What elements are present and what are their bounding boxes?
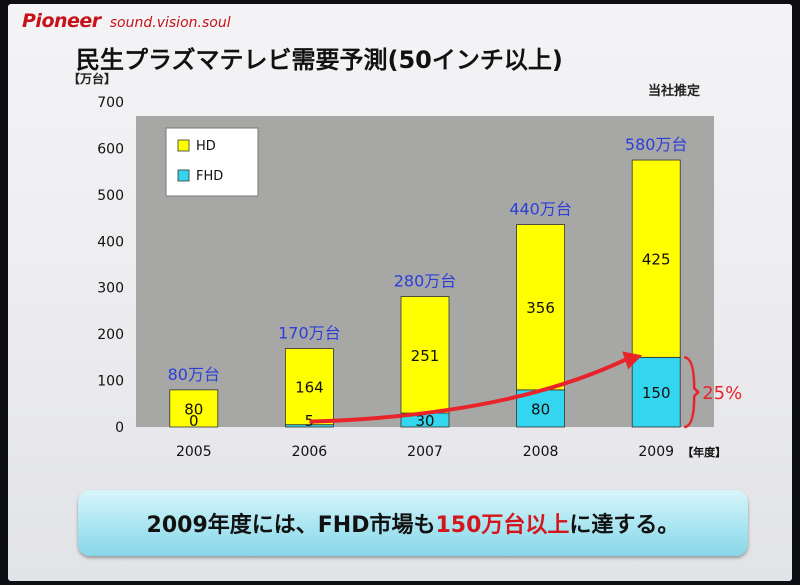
banner-highlight: 150万台以上: [435, 513, 570, 538]
brand-tagline: sound.vision.soul: [109, 15, 231, 31]
legend-swatch-fhd: [177, 169, 190, 182]
bar-hd: [284, 348, 334, 426]
y-tick-label: 700: [97, 95, 124, 111]
share-bracket: [683, 356, 700, 429]
y-tick-label: 0: [115, 420, 124, 436]
x-tick-label: 2007: [407, 444, 443, 460]
hd-value-label: 356: [526, 299, 555, 317]
stacked-bar-chart: 010020030040050060070080080万台20051645170…: [97, 95, 742, 460]
bar-hd: [516, 224, 566, 391]
y-axis-unit: 【万台】: [68, 72, 117, 86]
hd-value-label: 80: [184, 400, 203, 418]
x-tick-label: 2005: [176, 444, 212, 460]
y-tick-label: 400: [97, 234, 124, 250]
growth-arrow: [309, 357, 628, 424]
fhd-value-label: 150: [642, 384, 671, 402]
banner-prefix: 2009年度には、FHD市場も: [146, 513, 436, 538]
total-label: 440万台: [509, 200, 572, 219]
total-label: 580万台: [625, 135, 688, 154]
total-label: 80万台: [168, 365, 220, 384]
brand-name: Pioneer: [22, 10, 101, 32]
total-label: 280万台: [394, 272, 457, 291]
legend-box: [165, 127, 259, 197]
y-tick-label: 100: [97, 374, 124, 390]
y-tick-label: 500: [97, 188, 124, 204]
x-tick-label: 2006: [292, 444, 328, 460]
y-tick-label: 300: [97, 281, 124, 297]
fhd-value-label: 80: [531, 400, 550, 418]
y-tick-label: 600: [97, 141, 124, 157]
bar-hd: [169, 389, 219, 428]
fhd-value-label: 30: [415, 412, 434, 430]
estimate-note: 当社推定: [648, 84, 701, 99]
legend-label-fhd: FHD: [196, 169, 223, 184]
y-tick-label: 200: [97, 327, 124, 343]
bar-hd: [400, 296, 450, 414]
page-title: 民生プラズマテレビ需要予測(50インチ以上): [76, 46, 563, 74]
hd-value-label: 164: [295, 379, 324, 397]
slide: Pioneer sound.vision.soul 民生プラズマテレビ需要予測(…: [8, 4, 792, 581]
legend-swatch-hd: [177, 139, 190, 152]
hd-value-label: 251: [411, 347, 440, 365]
fhd-value-label: 0: [189, 412, 199, 430]
bar-fhd: [631, 356, 681, 428]
x-tick-label: 2008: [523, 444, 559, 460]
share-annotation: 25%: [702, 383, 742, 404]
legend-label-hd: HD: [196, 139, 216, 154]
growth-arrow-head: [622, 351, 643, 370]
x-axis-year-suffix: 【年度】: [682, 445, 726, 459]
hd-value-label: 425: [642, 251, 671, 269]
brand-logo: Pioneer sound.vision.soul: [22, 10, 231, 32]
summary-banner: 2009年度には、FHD市場も 150万台以上 に達する。: [78, 490, 748, 556]
total-label: 170万台: [278, 324, 341, 343]
x-tick-label: 2009: [638, 444, 674, 460]
banner-suffix: に達する。: [569, 513, 680, 538]
bar-hd: [631, 159, 681, 358]
